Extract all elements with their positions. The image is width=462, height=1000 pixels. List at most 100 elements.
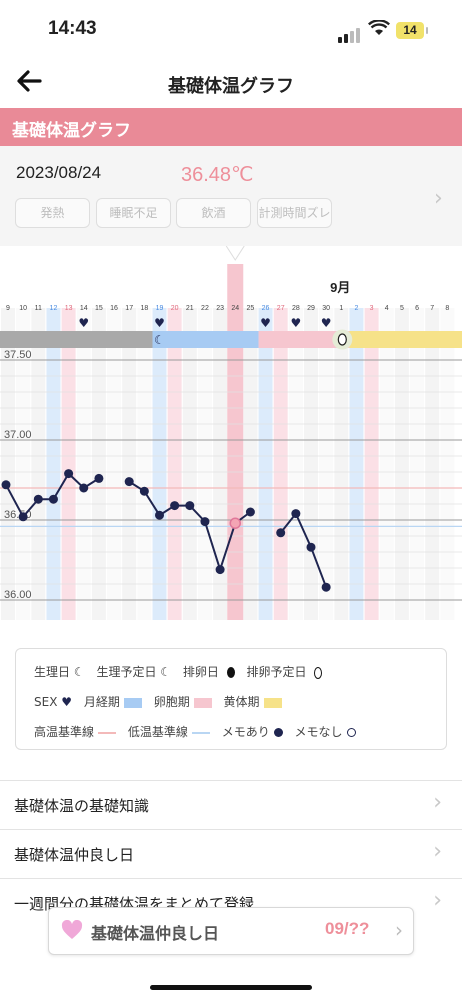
day-label: 18 — [140, 305, 148, 312]
banner-label: 基礎体温仲良し日 — [91, 924, 220, 943]
day-label: 1 — [339, 305, 343, 312]
day-stripe — [76, 308, 91, 620]
day-stripe — [440, 308, 455, 620]
intimacy-day-banner[interactable]: 基礎体温仲良し日 09/?? › — [48, 907, 414, 955]
temperature-point-memo — [215, 565, 225, 575]
temperature-point-memo — [94, 473, 104, 483]
day-stripe — [31, 308, 46, 620]
day-stripe — [379, 308, 394, 620]
page-title: 基礎体温グラフ — [168, 76, 294, 97]
chevron-right-icon: › — [433, 888, 442, 913]
egg-outline-icon — [314, 666, 323, 679]
legend-memo: メモあり — [222, 725, 283, 739]
temperature-point-memo — [1, 480, 11, 490]
tag-fever[interactable]: 発熱 — [15, 198, 90, 228]
moon-outline-icon: ☾ — [160, 665, 172, 679]
temperature-point-memo — [79, 483, 89, 493]
day-stripe — [122, 308, 137, 620]
egg-outline-icon — [337, 333, 347, 346]
day-stripe — [410, 308, 425, 620]
legend-period-expected: 生理予定日 ☾ — [96, 665, 172, 679]
day-stripe — [304, 308, 318, 620]
moon-icon: ☾ — [154, 333, 165, 347]
day-label: 26 — [262, 305, 270, 312]
heart-icon: ♥ — [61, 695, 73, 709]
chart-svg: 9月9 10 11 12 13 14 15 16 17 18 19 20 21 22 23 24 25 26 27 2… — [0, 245, 462, 620]
selected-temperature-point — [229, 517, 241, 529]
battery-icon: 14 — [396, 22, 428, 39]
temperature-point-memo — [64, 469, 74, 479]
day-stripe — [16, 308, 31, 620]
day-stripe — [107, 308, 122, 620]
day-stripe — [364, 308, 379, 620]
day-stripe — [349, 308, 364, 620]
temperature-point-memo — [18, 512, 28, 522]
day-stripe — [243, 308, 258, 620]
status-bar: 14:43 14 — [0, 0, 462, 62]
day-stripe — [1, 308, 15, 620]
temperature-point-memo — [170, 501, 180, 511]
day-stripe — [182, 308, 197, 620]
ovulation-phase-bar — [258, 331, 350, 348]
menu-item-intimacy-days[interactable]: 基礎体温仲良し日 › — [0, 829, 462, 878]
legend-period: 生理日 ☾ — [34, 665, 85, 679]
section-title: 基礎体温グラフ — [12, 121, 131, 141]
day-label: 6 — [415, 305, 419, 312]
day-stripe — [61, 308, 76, 620]
day-label: 29 — [307, 305, 315, 312]
follicular-phase-bar — [152, 331, 259, 348]
temperature-point-memo — [200, 517, 210, 527]
temperature-point-memo — [185, 501, 195, 511]
status-time: 14:43 — [48, 18, 97, 39]
day-label: 19 — [156, 305, 164, 312]
temperature-point-memo — [245, 507, 255, 517]
day-label: 4 — [385, 305, 389, 312]
temperature-point-memo — [321, 582, 331, 592]
wifi-icon — [367, 19, 391, 40]
day-label: 3 — [370, 305, 374, 312]
chevron-right-icon[interactable]: › — [434, 186, 443, 211]
selected-day-pointer — [225, 245, 245, 261]
heart-icon: ♥ — [78, 316, 89, 330]
heart-icon — [61, 919, 83, 944]
day-stripe — [167, 308, 182, 620]
temperature-point-memo — [291, 509, 301, 519]
day-stripe — [394, 308, 409, 620]
legend-high-line: 高温基準線 — [34, 725, 117, 739]
nav-bar: 基礎体温グラフ — [0, 62, 462, 106]
menu-item-basics[interactable]: 基礎体温の基礎知識 › — [0, 780, 462, 829]
selected-temperature: 36.48℃ — [181, 164, 254, 186]
heart-icon: ♥ — [321, 316, 332, 330]
legend-follicular: 卵胞期 — [154, 695, 212, 709]
banner-value: 09/?? — [325, 919, 370, 938]
section-header: 基礎体温グラフ — [0, 108, 462, 146]
temperature-point-memo — [276, 528, 286, 538]
tag-drinking[interactable]: 飲酒 — [176, 198, 251, 228]
bbt-chart[interactable]: 9月 9 10 11 12 13 14 15 16 17 18 19 20 21 22 23 24 25 26 27 2… — [0, 245, 462, 620]
temperature-point-memo — [306, 542, 316, 552]
moon-icon: ☾ — [73, 665, 85, 679]
tag-lack-of-sleep[interactable]: 睡眠不足 — [96, 198, 171, 228]
day-stripe — [273, 308, 288, 620]
day-label: 15 — [95, 305, 103, 312]
back-arrow-icon[interactable] — [16, 68, 42, 101]
day-label: 5 — [400, 305, 404, 312]
y-axis-label: 36.00 — [4, 589, 32, 601]
heart-icon: ♥ — [154, 316, 165, 330]
selected-day-panel[interactable]: 2023/08/24 36.48℃ 発熱 睡眠不足 飲酒 計測時間ズレ › — [0, 146, 462, 246]
legend-menstrual: 月経期 — [84, 695, 142, 709]
day-stripe — [152, 308, 167, 620]
day-stripe — [425, 308, 440, 620]
day-label: 24 — [231, 305, 239, 312]
home-indicator — [150, 985, 312, 990]
day-stripe — [258, 308, 273, 620]
day-label: 22 — [201, 305, 209, 312]
day-stripe — [91, 308, 106, 620]
day-stripe — [319, 308, 334, 620]
temperature-point-memo — [139, 486, 149, 496]
legend-ovulation-expected: 排卵予定日 — [247, 665, 323, 679]
heart-icon: ♥ — [260, 316, 271, 330]
day-label: 8 — [445, 305, 449, 312]
y-axis-label: 37.50 — [4, 349, 32, 361]
tag-measure-time-off[interactable]: 計測時間ズレ — [257, 198, 332, 228]
